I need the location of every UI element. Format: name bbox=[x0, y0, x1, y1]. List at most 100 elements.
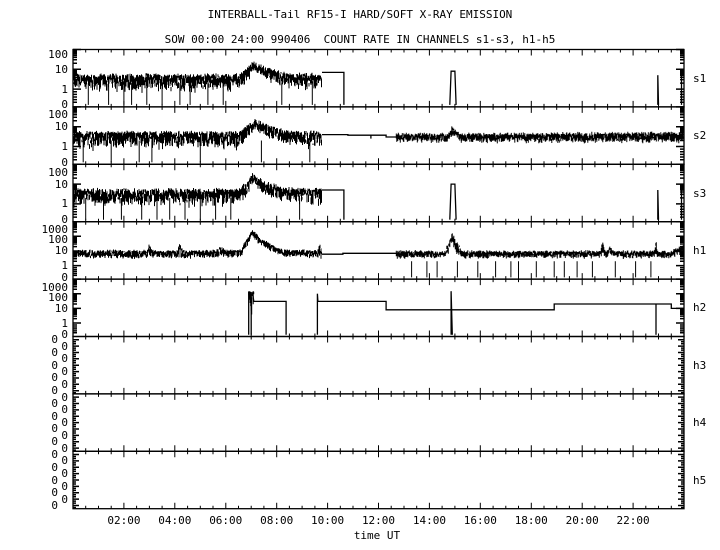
y-tick-label-s3: 0 bbox=[61, 213, 68, 227]
channel-label-s2: s2 bbox=[693, 129, 707, 143]
channel-label-h4: h4 bbox=[693, 416, 707, 430]
channel-label-s3: s3 bbox=[693, 186, 707, 200]
y-tick-label-s3: 1 bbox=[61, 197, 68, 211]
x-tick-label: 20:00 bbox=[565, 514, 599, 528]
y-tick-label-h1: 1000 bbox=[41, 223, 69, 237]
y-ticks-s3 bbox=[73, 163, 684, 218]
series-line-s1 bbox=[657, 75, 660, 105]
x-tick-label: 02:00 bbox=[107, 514, 141, 528]
series-line-s1 bbox=[449, 70, 457, 105]
x-ticks-h5 bbox=[72, 451, 685, 509]
channel-label-s1: s1 bbox=[693, 71, 707, 85]
series-line-s3 bbox=[322, 189, 345, 220]
y-tick-label-s2: 10 bbox=[54, 120, 68, 134]
series-line-s2 bbox=[322, 133, 397, 138]
y-tick-label-s1: 10 bbox=[54, 62, 68, 76]
y-tick-label-s2: 0 bbox=[61, 155, 68, 169]
y-tick-label-h3: 0 bbox=[61, 352, 68, 366]
y-tick-label-h5: 0 bbox=[61, 454, 68, 468]
y-tick-label-h3: 0 bbox=[51, 333, 58, 347]
x-tick-label: 14:00 bbox=[412, 514, 446, 528]
y-tick-label-h2: 1000 bbox=[41, 280, 69, 294]
y-tick-label-h3: 0 bbox=[51, 345, 58, 359]
noise-series-h1 bbox=[395, 233, 685, 259]
y-tick-label-h5: 0 bbox=[61, 467, 68, 481]
y-tick-label-h1: 0 bbox=[61, 270, 68, 284]
panel-frame-h2 bbox=[72, 278, 685, 338]
y-tick-label-h2: 0 bbox=[61, 328, 68, 342]
chart-subtitle: SOW 00:00 24:00 990406 COUNT RATE IN CHA… bbox=[164, 33, 556, 46]
x-tick-label: 12:00 bbox=[361, 514, 396, 528]
series-line-h2 bbox=[251, 292, 287, 335]
y-tick-label-s1: 100 bbox=[48, 47, 68, 61]
y-tick-label-h5: 0 bbox=[61, 492, 68, 506]
y-tick-label-h5: 0 bbox=[51, 448, 58, 461]
y-tick-label-h5: 0 bbox=[51, 499, 58, 513]
y-tick-label-h1: 100 bbox=[48, 233, 68, 247]
y-ticks-h4 bbox=[73, 396, 684, 451]
y-tick-label-s1: 0 bbox=[61, 98, 68, 112]
x-ticks-h4 bbox=[72, 393, 685, 452]
x-tick-label: 04:00 bbox=[158, 514, 192, 528]
series-line-h2 bbox=[248, 291, 252, 335]
y-tick-label-h3: 0 bbox=[51, 371, 58, 385]
series-line-h2 bbox=[450, 291, 453, 335]
panel-frame-h5 bbox=[72, 450, 685, 510]
y-tick-label-h4: 0 bbox=[61, 416, 68, 430]
y-tick-label-s2: 100 bbox=[48, 108, 68, 122]
y-tick-label-s3: 100 bbox=[48, 165, 68, 179]
x-tick-label: 06:00 bbox=[209, 514, 243, 528]
y-tick-label-s3: 10 bbox=[54, 177, 68, 191]
y-tick-label-h2: 1 bbox=[61, 316, 68, 330]
y-tick-label-h4: 0 bbox=[51, 409, 58, 423]
noise-series-s3 bbox=[72, 173, 322, 208]
y-tick-label-h1: 1 bbox=[61, 259, 68, 273]
y-tick-label-h3: 0 bbox=[61, 377, 68, 391]
y-tick-label-h4: 0 bbox=[61, 428, 68, 442]
x-tick-label: 10:00 bbox=[311, 514, 345, 528]
y-tick-label-h3: 0 bbox=[51, 358, 58, 372]
series-line-h2 bbox=[316, 293, 684, 335]
y-tick-label-h4: 0 bbox=[51, 435, 58, 449]
y-tick-label-h5: 0 bbox=[51, 460, 58, 474]
y-tick-label-h5: 0 bbox=[61, 479, 68, 493]
y-tick-label-h2: 10 bbox=[54, 301, 68, 315]
x-tick-label: 22:00 bbox=[616, 514, 650, 528]
series-line-s1 bbox=[680, 74, 684, 105]
y-ticks-h3 bbox=[73, 338, 684, 394]
y-tick-label-h2: 100 bbox=[48, 290, 68, 304]
channel-label-h2: h2 bbox=[693, 301, 707, 315]
noise-series-s2 bbox=[72, 119, 322, 151]
y-tick-label-s2: 1 bbox=[61, 139, 68, 153]
noise-series-h1 bbox=[72, 230, 322, 259]
series-line-s1 bbox=[322, 71, 345, 105]
y-tick-label-h4: 0 bbox=[51, 422, 58, 436]
y-ticks-h2 bbox=[73, 278, 684, 334]
series-line-s3 bbox=[680, 189, 684, 220]
x-tick-label: 16:00 bbox=[463, 514, 497, 528]
series-line-h1 bbox=[322, 252, 397, 255]
noise-series-s2 bbox=[395, 126, 685, 144]
y-tick-label-h4: 0 bbox=[61, 441, 68, 455]
y-tick-label-h5: 0 bbox=[51, 473, 58, 487]
chart-title: INTERBALL-Tail RF15-I HARD/SOFT X-RAY EM… bbox=[207, 8, 513, 21]
x-ticks-h2 bbox=[72, 279, 685, 337]
channel-label-h5: h5 bbox=[693, 473, 707, 487]
series-line-s3 bbox=[449, 183, 457, 220]
y-tick-label-h4: 0 bbox=[61, 403, 68, 417]
y-ticks-h5 bbox=[73, 453, 684, 509]
channel-label-h1: h1 bbox=[693, 243, 707, 257]
y-tick-label-h1: 10 bbox=[54, 244, 68, 258]
x-tick-label: 08:00 bbox=[260, 514, 294, 528]
panel-frame-h3 bbox=[72, 335, 685, 395]
y-tick-label-h3: 0 bbox=[61, 365, 68, 379]
x-tick-label: 18:00 bbox=[514, 514, 548, 528]
y-tick-label-h4: 0 bbox=[51, 396, 58, 410]
panel-frame-h4 bbox=[72, 393, 685, 452]
y-tick-label-h5: 0 bbox=[51, 486, 58, 500]
series-line-s3 bbox=[657, 189, 660, 220]
y-tick-label-h3: 0 bbox=[51, 384, 58, 398]
y-tick-label-h4: 0 bbox=[61, 390, 68, 404]
x-axis-label: time UT bbox=[353, 529, 401, 542]
